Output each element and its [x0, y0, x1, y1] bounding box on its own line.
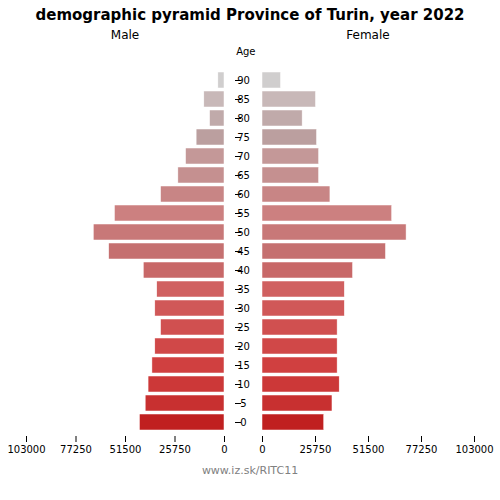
svg-text:70: 70 [237, 151, 250, 162]
svg-text:77250: 77250 [60, 444, 92, 455]
svg-text:0: 0 [259, 444, 265, 455]
svg-text:75: 75 [237, 132, 250, 143]
svg-text:65: 65 [237, 170, 250, 181]
svg-text:45: 45 [237, 246, 250, 257]
svg-text:80: 80 [237, 113, 250, 124]
svg-text:15: 15 [237, 360, 250, 371]
html-text:Female: Female [346, 28, 390, 42]
svg-text:25: 25 [237, 322, 250, 333]
svg-text:Age: Age [236, 46, 255, 57]
svg-text:20: 20 [237, 341, 250, 352]
svg-text:103000: 103000 [455, 444, 493, 455]
svg-text:55: 55 [237, 208, 250, 219]
svg-text:10: 10 [237, 379, 250, 390]
svg-text:0: 0 [240, 417, 246, 428]
svg-text:5: 5 [240, 398, 246, 409]
svg-text:0: 0 [221, 444, 227, 455]
svg-text:50: 50 [237, 227, 250, 238]
html-text:www.iz.sk/RITC11: www.iz.sk/RITC11 [201, 464, 299, 477]
svg-text:77250: 77250 [406, 444, 438, 455]
svg-text:103000: 103000 [7, 444, 45, 455]
svg-text:25750: 25750 [300, 444, 332, 455]
svg-text:85: 85 [237, 94, 250, 105]
svg-text:51500: 51500 [353, 444, 385, 455]
svg-text:35: 35 [237, 284, 250, 295]
svg-text:30: 30 [237, 303, 250, 314]
svg-text:40: 40 [237, 265, 250, 276]
svg-text:60: 60 [237, 189, 250, 200]
html-text:demographic pyramid Province o: demographic pyramid Province of Turin, y… [35, 6, 465, 24]
svg-text:51500: 51500 [110, 444, 142, 455]
svg-text:25750: 25750 [159, 444, 191, 455]
svg-text:90: 90 [237, 75, 250, 86]
html-text:Male: Male [110, 28, 140, 42]
